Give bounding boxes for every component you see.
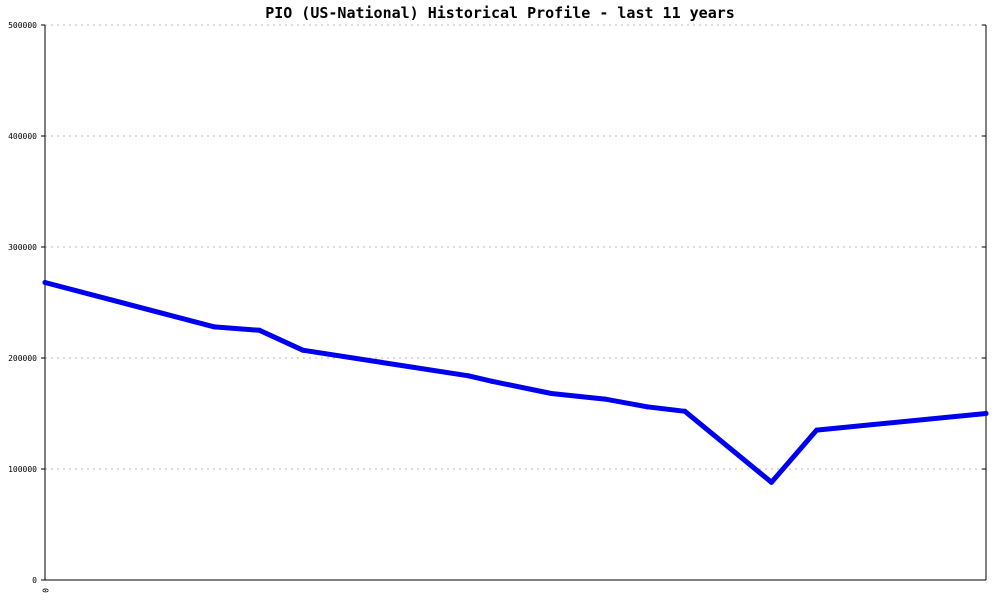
data-point [644, 404, 650, 410]
y-tick-label: 200000 [8, 354, 37, 363]
y-tick-label: 500000 [8, 21, 37, 30]
y-tick-label: 0 [32, 576, 37, 585]
data-point [814, 427, 820, 433]
data-point [257, 327, 263, 333]
labels: 0 100000 200000 300000 400000 500000 0 [8, 21, 49, 593]
chart-title: PIO (US-National) Historical Profile - l… [265, 4, 735, 22]
data-point [548, 391, 554, 397]
y-tick-label: 400000 [8, 132, 37, 141]
grid [45, 24, 986, 470]
data-point [983, 411, 989, 416]
data-point [300, 347, 306, 353]
data-point [465, 373, 471, 379]
axes [41, 24, 987, 581]
data-point [682, 408, 688, 414]
series-layer [42, 280, 989, 485]
data-point [768, 479, 774, 485]
y-tick-label: 300000 [8, 243, 37, 252]
series-line [42, 280, 989, 485]
data-point [211, 324, 217, 330]
x-tick-label: 0 [41, 588, 50, 593]
data-point [489, 378, 495, 384]
y-tick-label: 100000 [8, 465, 37, 474]
data-point [42, 280, 48, 286]
data-point [602, 396, 608, 402]
